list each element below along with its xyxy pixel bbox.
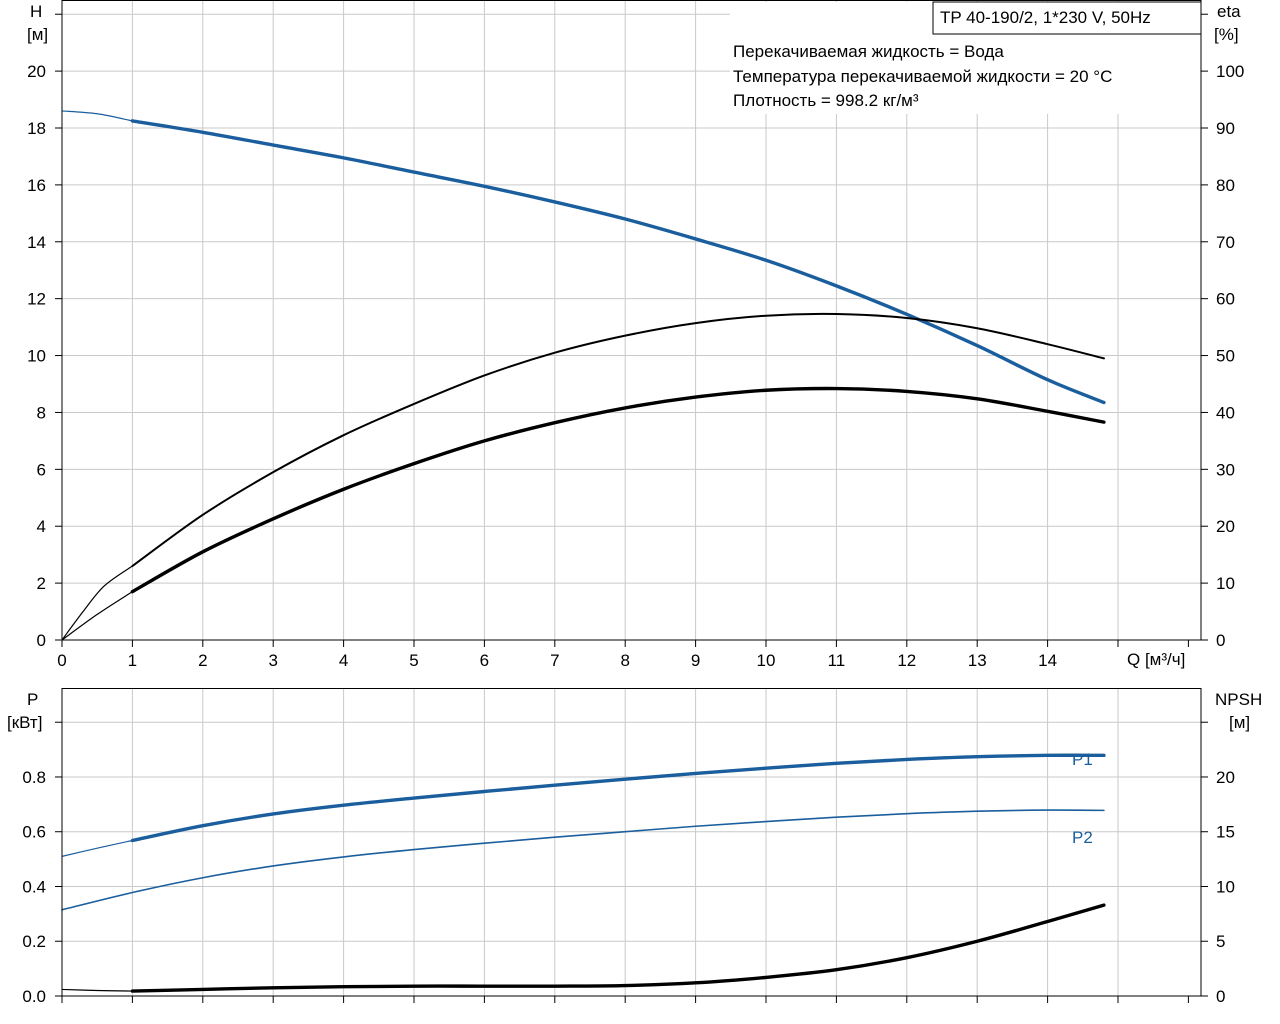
y-left-title-bottom: P: [27, 690, 38, 709]
x-tick-label: 6: [480, 651, 489, 670]
density-label: Плотность = 998.2 кг/м³: [733, 91, 919, 110]
y-right-tick-label-top: 60: [1216, 290, 1235, 309]
y-left-tick-label-top: 12: [27, 290, 46, 309]
liquid-label: Перекачиваемая жидкость = Вода: [733, 42, 1004, 61]
y-left-tick-label-top: 6: [37, 460, 46, 479]
curve-eta_thick-extension: [61, 591, 133, 641]
x-tick-label: 5: [409, 651, 418, 670]
y-right-tick-label-top: 100: [1216, 62, 1244, 81]
x-tick-label: 13: [968, 651, 987, 670]
temperature-label: Температура перекачиваемой жидкости = 20…: [733, 67, 1112, 86]
y-left-unit-bottom: [кВт]: [7, 713, 42, 732]
y-right-unit-top: [%]: [1214, 25, 1239, 44]
y-right-tick-label-top: 10: [1216, 574, 1235, 593]
curve-eta_thin: [131, 312, 1105, 568]
x-tick-label: 14: [1038, 651, 1057, 670]
x-tick-label: 1: [128, 651, 137, 670]
curve-P1-extension: [61, 839, 133, 857]
y-left-tick-label-bottom: 0.0: [22, 987, 46, 1006]
y-right-tick-label-top: 50: [1216, 347, 1235, 366]
curve-P1: [130, 753, 1106, 843]
x-tick-label: 3: [268, 651, 277, 670]
curve-eta_thin-extension: [61, 565, 133, 641]
x-tick-label: 11: [828, 651, 846, 670]
y-left-tick-label-top: 4: [37, 517, 46, 536]
x-tick-label: 4: [339, 651, 348, 670]
bottom-chart-grid: [62, 688, 1201, 996]
y-right-title-top: eta: [1217, 2, 1241, 21]
y-right-tick-label-bottom: 20: [1216, 768, 1235, 787]
x-tick-label: 9: [691, 651, 700, 670]
y-left-tick-label-top: 0: [37, 631, 46, 650]
y-left-tick-label-bottom: 0.2: [22, 932, 46, 951]
y-left-tick-label-top: 18: [27, 119, 46, 138]
y-right-tick-label-bottom: 15: [1216, 823, 1235, 842]
model-label: TP 40-190/2, 1*230 V, 50Hz: [940, 8, 1151, 27]
curve-eta_thick: [130, 386, 1106, 594]
curve-H-extension: [61, 110, 133, 122]
x-tick-label: 0: [57, 651, 66, 670]
y-left-tick-label-bottom: 0.8: [22, 768, 46, 787]
y-right-tick-label-bottom: 0: [1216, 987, 1225, 1006]
y-left-title-top: H: [30, 2, 42, 21]
model-box: [932, 1, 1202, 35]
chart-axes: 0246810121416182001020304050607080901000…: [22, 0, 1244, 1006]
y-left-tick-label-top: 14: [27, 233, 46, 252]
curve-H: [130, 119, 1106, 405]
curve-NPSH: [130, 903, 1106, 993]
y-left-tick-label-top: 16: [27, 176, 46, 195]
y-right-tick-label-bottom: 10: [1216, 877, 1235, 896]
curve-P2: [61, 809, 1105, 911]
top-chart-curves: [61, 110, 1106, 641]
y-left-tick-label-bottom: 0.6: [22, 823, 46, 842]
bottom-chart-curves: [61, 753, 1106, 993]
series-label-p2: P2: [1072, 828, 1093, 847]
plot-frame-bottom: [61, 688, 1202, 997]
curve-NPSH-extension: [61, 988, 133, 992]
x-tick-label: 7: [550, 651, 559, 670]
y-right-title-bottom: NPSH: [1215, 690, 1262, 709]
x-tick-label: 8: [620, 651, 629, 670]
y-left-tick-label-bottom: 0.4: [22, 877, 46, 896]
plot-frame-top: [61, 0, 1202, 641]
x-tick-label: 10: [757, 651, 776, 670]
y-right-tick-label-top: 0: [1216, 631, 1225, 650]
y-right-tick-label-top: 40: [1216, 403, 1235, 422]
y-right-tick-label-top: 20: [1216, 517, 1235, 536]
y-right-tick-label-top: 70: [1216, 233, 1235, 252]
y-right-tick-label-top: 30: [1216, 460, 1235, 479]
x-tick-label: 2: [198, 651, 207, 670]
y-left-tick-label-top: 20: [27, 62, 46, 81]
y-right-tick-label-bottom: 5: [1216, 932, 1225, 951]
y-right-tick-label-top: 80: [1216, 176, 1235, 195]
x-tick-label: 12: [897, 651, 916, 670]
y-right-tick-label-top: 90: [1216, 119, 1235, 138]
y-left-tick-label-top: 8: [37, 403, 46, 422]
x-axis-title: Q [м³/ч]: [1127, 650, 1185, 669]
series-label-p1: P1: [1072, 750, 1093, 769]
y-left-tick-label-top: 10: [27, 347, 46, 366]
y-left-unit-top: [м]: [27, 25, 48, 44]
y-right-unit-bottom: [м]: [1229, 713, 1250, 732]
y-left-tick-label-top: 2: [37, 574, 46, 593]
